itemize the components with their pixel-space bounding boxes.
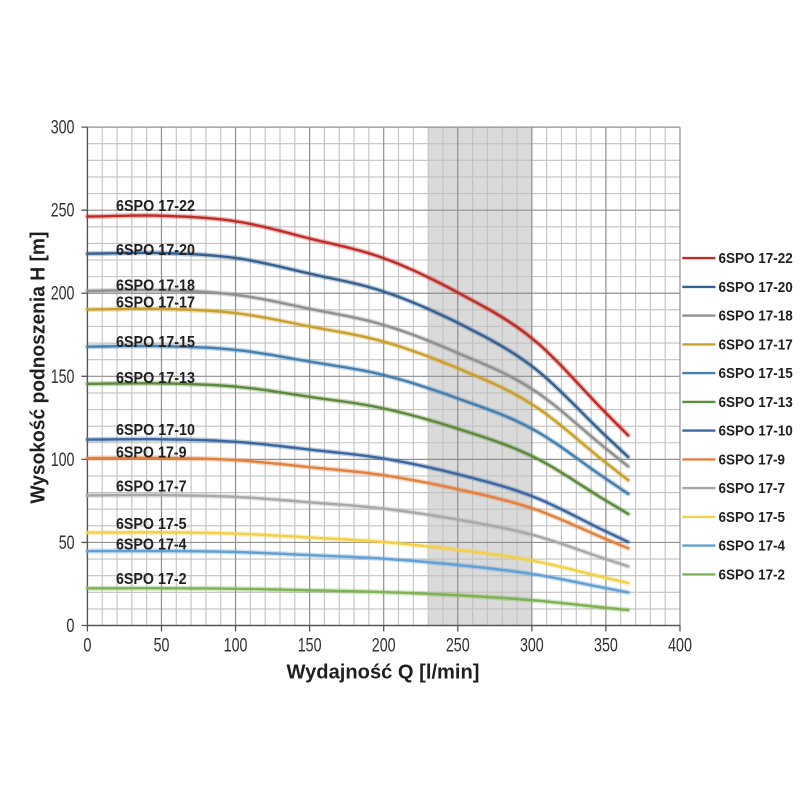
svg-text:6SPO 17-5: 6SPO 17-5 <box>719 510 786 526</box>
svg-text:6SPO 17-20: 6SPO 17-20 <box>116 242 195 259</box>
svg-text:50: 50 <box>59 533 75 554</box>
svg-text:6SPO 17-4: 6SPO 17-4 <box>719 539 786 555</box>
svg-text:0: 0 <box>83 636 91 657</box>
svg-text:150: 150 <box>298 636 322 657</box>
svg-text:6SPO 17-10: 6SPO 17-10 <box>116 422 195 439</box>
svg-text:6SPO 17-7: 6SPO 17-7 <box>116 478 187 495</box>
svg-text:6SPO 17-17: 6SPO 17-17 <box>719 338 793 354</box>
svg-text:100: 100 <box>224 636 248 657</box>
svg-text:6SPO 17-2: 6SPO 17-2 <box>116 571 187 588</box>
svg-text:200: 200 <box>51 284 75 305</box>
svg-text:250: 250 <box>446 636 470 657</box>
svg-text:150: 150 <box>51 367 75 388</box>
svg-text:6SPO 17-15: 6SPO 17-15 <box>116 334 195 351</box>
svg-text:6SPO 17-9: 6SPO 17-9 <box>719 453 786 469</box>
svg-text:6SPO 17-22: 6SPO 17-22 <box>116 198 195 215</box>
svg-text:Wydajność Q [l/min]: Wydajność Q [l/min] <box>287 662 480 684</box>
svg-text:6SPO 17-2: 6SPO 17-2 <box>719 568 786 584</box>
svg-text:6SPO 17-15: 6SPO 17-15 <box>719 366 793 382</box>
svg-text:6SPO 17-7: 6SPO 17-7 <box>719 481 786 497</box>
svg-text:6SPO 17-5: 6SPO 17-5 <box>116 516 187 533</box>
svg-text:6SPO 17-18: 6SPO 17-18 <box>719 309 793 325</box>
svg-text:6SPO 17-22: 6SPO 17-22 <box>719 251 793 267</box>
svg-text:6SPO 17-20: 6SPO 17-20 <box>719 280 793 296</box>
svg-text:0: 0 <box>66 616 74 637</box>
svg-text:400: 400 <box>668 636 692 657</box>
svg-text:Wysokość podnoszenia H [m]: Wysokość podnoszenia H [m] <box>28 232 50 504</box>
svg-text:6SPO 17-18: 6SPO 17-18 <box>116 278 195 295</box>
svg-text:300: 300 <box>520 636 544 657</box>
svg-text:6SPO 17-17: 6SPO 17-17 <box>116 295 195 312</box>
svg-text:100: 100 <box>51 450 75 471</box>
svg-text:300: 300 <box>51 118 75 139</box>
svg-text:6SPO 17-4: 6SPO 17-4 <box>116 536 187 553</box>
svg-text:350: 350 <box>594 636 618 657</box>
svg-text:200: 200 <box>372 636 396 657</box>
svg-text:6SPO 17-10: 6SPO 17-10 <box>719 424 793 440</box>
svg-text:6SPO 17-13: 6SPO 17-13 <box>116 370 195 387</box>
svg-text:6SPO 17-13: 6SPO 17-13 <box>719 395 793 411</box>
svg-text:250: 250 <box>51 201 75 222</box>
svg-text:6SPO 17-9: 6SPO 17-9 <box>116 445 187 462</box>
svg-text:50: 50 <box>154 636 170 657</box>
